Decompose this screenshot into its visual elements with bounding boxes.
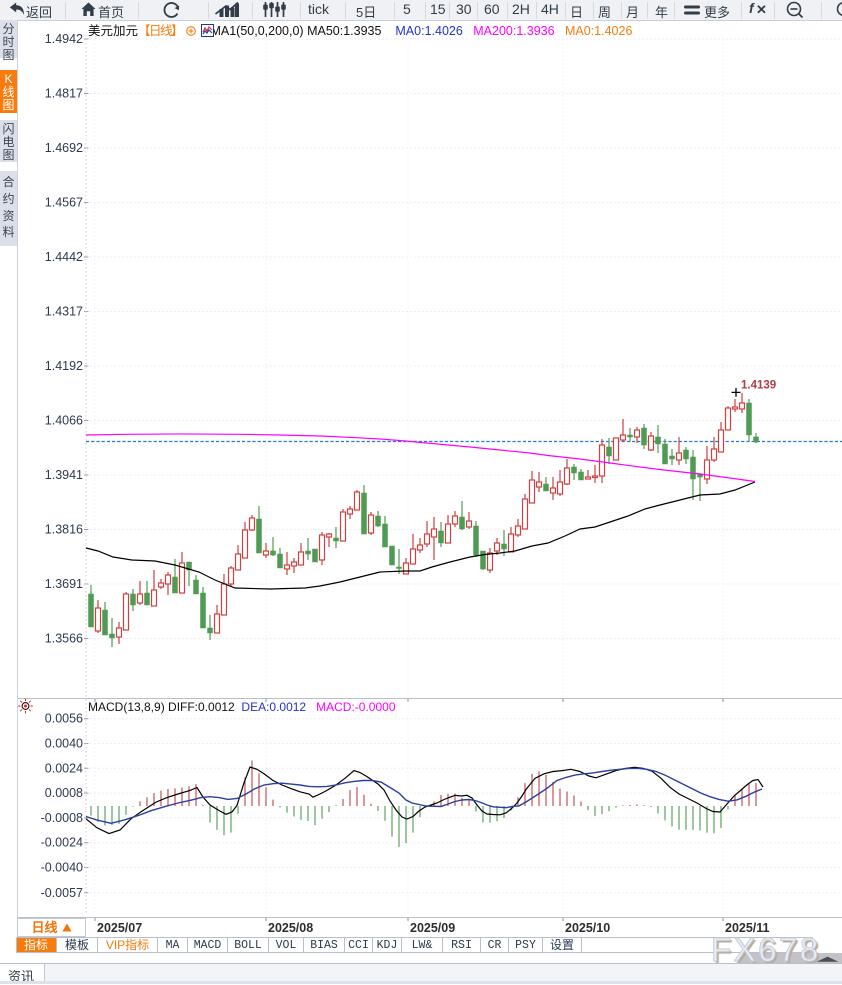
- svg-text:0.0040: 0.0040: [45, 737, 83, 751]
- svg-text:1.4442: 1.4442: [45, 250, 83, 264]
- svg-text:1.4692: 1.4692: [45, 141, 83, 155]
- svg-text:0.0024: 0.0024: [45, 761, 83, 775]
- svg-text:-0.0057: -0.0057: [41, 886, 83, 900]
- svg-text:1.4317: 1.4317: [45, 305, 83, 319]
- svg-text:1.3941: 1.3941: [45, 468, 83, 482]
- svg-text:1.3566: 1.3566: [45, 632, 83, 646]
- svg-text:1.4139: 1.4139: [741, 380, 776, 392]
- svg-text:1.4817: 1.4817: [45, 87, 83, 101]
- svg-text:0.0008: 0.0008: [45, 786, 83, 800]
- svg-text:1.4567: 1.4567: [45, 196, 83, 210]
- svg-text:1.3816: 1.3816: [45, 523, 83, 537]
- svg-text:-0.0024: -0.0024: [41, 836, 83, 850]
- svg-text:1.4192: 1.4192: [45, 359, 83, 373]
- svg-text:-0.0008: -0.0008: [41, 811, 83, 825]
- svg-text:1.4066: 1.4066: [45, 414, 83, 428]
- svg-text:1.4942: 1.4942: [45, 32, 83, 46]
- svg-text:1.3691: 1.3691: [45, 577, 83, 591]
- svg-text:0.0056: 0.0056: [45, 712, 83, 726]
- svg-text:-0.0040: -0.0040: [41, 861, 83, 875]
